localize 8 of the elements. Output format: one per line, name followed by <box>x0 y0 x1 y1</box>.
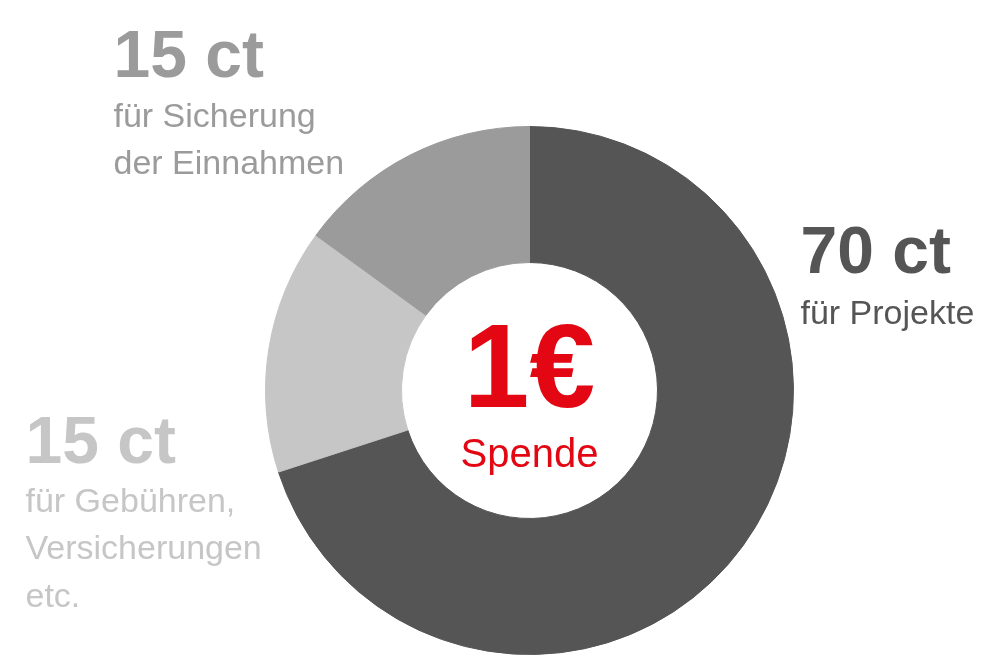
slice-label: für Sicherung der Einnahmen <box>113 95 345 181</box>
text: 1€ <box>463 299 596 432</box>
data-label: 15 ct <box>25 402 176 477</box>
data-label: 15 ct <box>113 16 264 91</box>
text: Spende <box>460 430 599 475</box>
slice-label: für Gebühren, Versicherungen etc. <box>25 480 262 614</box>
slice-label: für Projekte <box>800 292 975 331</box>
data-label: 70 ct <box>800 212 951 287</box>
